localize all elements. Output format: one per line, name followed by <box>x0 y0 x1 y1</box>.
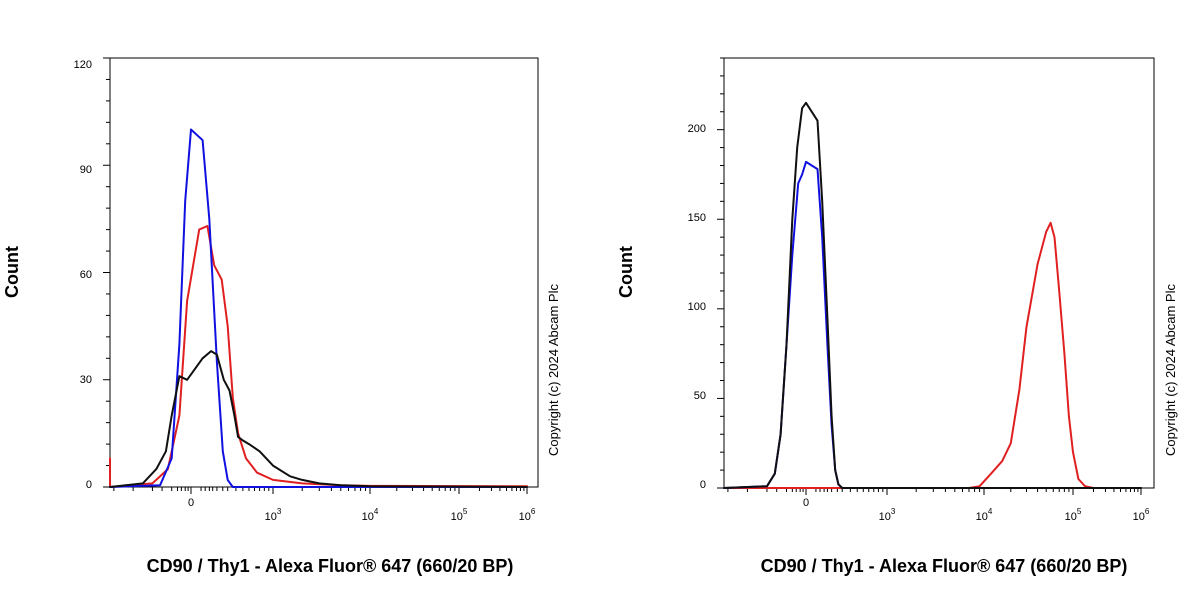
right-x-tick-label: 106 <box>1133 507 1150 523</box>
left-y-ticks: 0 30 60 90 120 <box>74 59 92 491</box>
right-y-ticks: 0 50 100 150 200 <box>688 123 706 491</box>
left-x-tick-label: 103 <box>265 507 282 523</box>
right-plot-frame <box>723 57 1155 489</box>
left-x-tick-label: 104 <box>362 507 379 523</box>
right-y-tick-label: 50 <box>694 390 706 402</box>
left-histogram-panel: Count CD90 / Thy1 - Alexa Fluor® 647 (66… <box>2 57 561 576</box>
left-y-axis-label: Count <box>2 246 22 298</box>
right-x-ticks: 0 103 104 105 106 <box>803 497 1150 523</box>
left-series-group <box>109 128 528 488</box>
left-y-tick-label: 30 <box>80 374 92 386</box>
right-series-line-0 <box>723 221 1142 489</box>
left-x-axis-label: CD90 / Thy1 - Alexa Fluor® 647 (660/20 B… <box>147 556 514 576</box>
left-series-line-0 <box>109 225 528 488</box>
left-y-tick-label: 90 <box>80 164 92 176</box>
right-x-tick-label: 0 <box>803 497 809 509</box>
left-series-line-2 <box>109 350 528 488</box>
right-y-axis-label: Count <box>616 246 636 298</box>
right-x-axis-label: CD90 / Thy1 - Alexa Fluor® 647 (660/20 B… <box>761 556 1128 576</box>
right-x-tick-label: 105 <box>1065 507 1082 523</box>
right-x-tick-label: 103 <box>879 507 896 523</box>
left-x-tick-label: 106 <box>519 507 536 523</box>
left-y-tick-label: 120 <box>74 59 92 71</box>
right-y-tick-label: 150 <box>688 212 706 224</box>
left-tick-marks <box>103 57 528 494</box>
left-y-tick-label: 0 <box>86 479 92 491</box>
right-y-tick-label: 0 <box>700 479 706 491</box>
right-y-tick-label: 200 <box>688 123 706 135</box>
right-x-tick-label: 104 <box>976 507 993 523</box>
left-y-tick-label: 60 <box>80 269 92 281</box>
left-x-tick-label: 0 <box>188 497 194 509</box>
left-x-ticks: 0 103 104 105 106 <box>188 497 536 523</box>
right-series-group <box>723 101 1142 489</box>
right-histogram-panel: Count CD90 / Thy1 - Alexa Fluor® 647 (66… <box>616 57 1178 576</box>
right-series-line-2 <box>723 101 1142 489</box>
left-x-tick-label: 105 <box>451 507 468 523</box>
left-copyright-text: Copyright (c) 2024 Abcam Plc <box>546 284 561 456</box>
right-y-tick-label: 100 <box>688 301 706 313</box>
left-series-line-1 <box>109 128 528 488</box>
right-copyright-text: Copyright (c) 2024 Abcam Plc <box>1163 284 1178 456</box>
